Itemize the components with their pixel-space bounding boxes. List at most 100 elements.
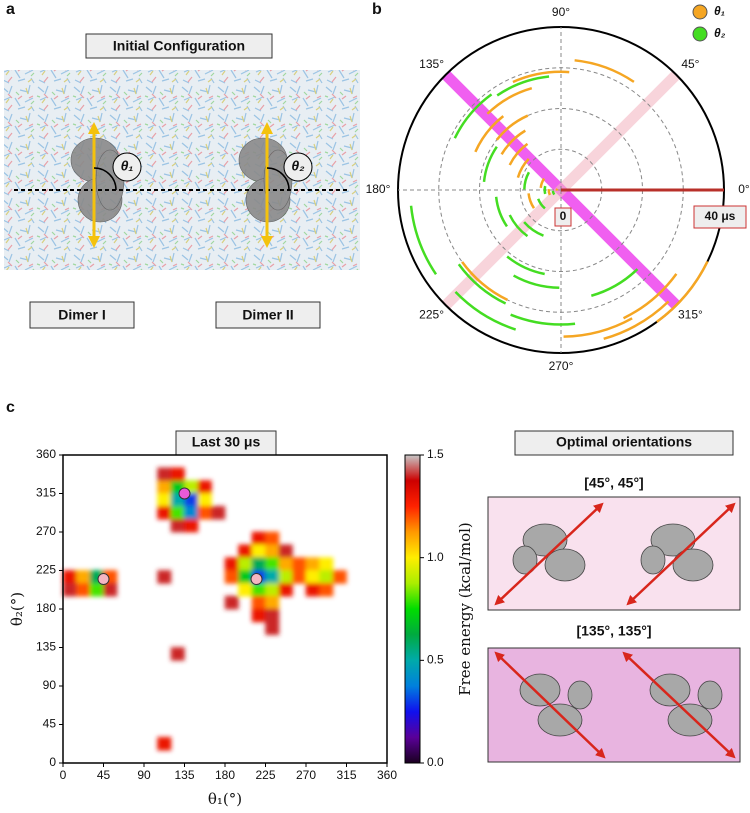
title-box [514, 430, 734, 456]
heatmap-cell [170, 647, 185, 661]
legend-marker [692, 4, 708, 20]
colorbar-tick-label: 0.5 [427, 653, 444, 667]
minimum-marker [178, 487, 191, 500]
trajectory-arc [510, 313, 576, 326]
orientation-label: [45°, 45°] [584, 475, 643, 491]
theta-tick-label: 315° [678, 307, 703, 321]
trajectory-arc [516, 157, 530, 179]
trajectory-arc [537, 198, 546, 210]
heatmap-cell [265, 608, 280, 623]
heatmap-cell [265, 544, 280, 558]
heatmap-cell [197, 493, 212, 507]
trajectory-arc [656, 260, 709, 323]
heatmap-cell [305, 557, 320, 571]
theta-tick-label: 0° [738, 182, 750, 196]
heatmap-cell [278, 570, 293, 584]
legend-label: θ₁ [714, 4, 725, 18]
panel-title: Initial Configuration [113, 38, 245, 54]
heatmap-cell [319, 583, 334, 597]
x-tick-label: 315 [336, 768, 356, 782]
trajectory-arc [486, 86, 533, 115]
trajectory-arc [409, 205, 438, 276]
heatmap-cell [238, 583, 253, 597]
colorbar-tick-label: 1.5 [427, 447, 444, 461]
angle-label: θ₂ [291, 158, 304, 174]
x-tick-label: 135 [174, 768, 194, 782]
trajectory-arc [563, 317, 633, 338]
trajectory-arc [512, 70, 570, 84]
panel-label: b [372, 1, 382, 18]
heatmap-cell [292, 557, 307, 571]
panel-label: c [6, 399, 15, 416]
x-tick-label: 360 [377, 768, 397, 782]
heatmap-cell [292, 570, 307, 584]
heatmap-cell [224, 557, 239, 571]
heatmap-cell [251, 531, 266, 546]
heatmap-cell [265, 570, 280, 584]
panel-label: a [6, 1, 15, 18]
y-tick-label: 135 [36, 640, 56, 654]
minimum-marker [97, 573, 110, 586]
heatmap-cell [103, 583, 118, 597]
heatmap-cell [265, 621, 280, 635]
heatmap-cell [238, 570, 253, 584]
y-tick-label: 90 [43, 678, 57, 692]
trajectory-arc [527, 193, 536, 209]
trajectory-arc [500, 129, 526, 155]
heatmap-cell [224, 595, 239, 610]
theta-tick-label: 90° [552, 5, 570, 19]
theta-tick-label: 135° [419, 57, 444, 71]
y-tick-label: 180 [36, 601, 56, 615]
trajectory-arc [454, 291, 517, 331]
heatmap-cell [89, 583, 104, 597]
y-tick-label: 225 [36, 563, 56, 577]
trajectory-arc [539, 177, 546, 189]
theta-tick-label: 180° [366, 182, 391, 196]
label-box [693, 205, 747, 229]
heatmap-cell [251, 557, 266, 571]
x-tick-label: 225 [255, 768, 275, 782]
angle-label: θ₁ [121, 158, 134, 174]
angle-arc [266, 167, 290, 191]
heatmap-cell [305, 570, 320, 584]
legend-marker [692, 26, 708, 42]
heatmap-cell [184, 518, 199, 533]
x-tick-label: 270 [296, 768, 316, 782]
heatmap-cell [157, 506, 172, 520]
heatmap-cell [251, 544, 266, 558]
heatmap-cell [224, 570, 239, 584]
angle-badge [112, 152, 142, 182]
heatmap-cell [170, 518, 185, 533]
y-tick-label: 0 [49, 755, 56, 769]
heatmap-cell [278, 544, 293, 558]
heatmap-cell [62, 570, 77, 584]
trajectory-arc [574, 59, 635, 83]
heatmap-cell [62, 583, 77, 597]
heatmap-cell [157, 570, 172, 584]
heatmap-cell [211, 506, 226, 520]
heatmap-cell [332, 570, 347, 584]
trajectory-arc [603, 300, 670, 341]
colorbar [404, 454, 421, 764]
trajectory-arc [523, 171, 531, 190]
label-box [554, 207, 572, 227]
trajectory-arc [590, 268, 639, 297]
heatmap-cell [170, 506, 185, 520]
heatmap-cell [278, 583, 293, 597]
panel-title: Optimal orientations [556, 434, 692, 450]
trajectory-arc [523, 221, 544, 237]
trajectory-arc [508, 142, 529, 166]
dimer-label: Dimer II [242, 307, 293, 323]
trajectory-arc [461, 261, 508, 302]
trajectory-arc [494, 196, 508, 228]
x-tick-label: 0 [60, 768, 67, 782]
heatmap-cell [238, 557, 253, 571]
x-axis-label: θ₁(°) [208, 790, 242, 808]
trajectory-arc [496, 75, 550, 97]
heatmap-cell [305, 583, 320, 597]
y-tick-label: 270 [36, 524, 56, 538]
heatmap-cell [76, 583, 91, 597]
heatmap-cell [197, 480, 212, 494]
trajectory-arc [512, 274, 560, 290]
